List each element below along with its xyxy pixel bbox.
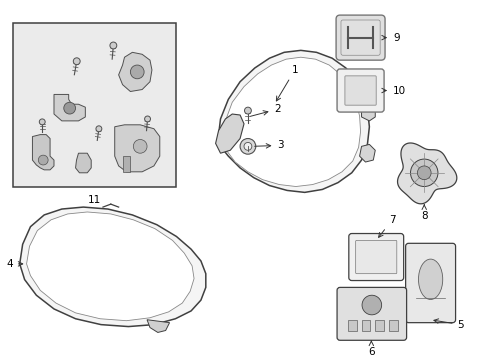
Ellipse shape (418, 259, 442, 300)
FancyBboxPatch shape (336, 287, 406, 340)
Text: 2: 2 (250, 104, 281, 116)
Polygon shape (359, 144, 374, 162)
Circle shape (39, 119, 45, 125)
Text: 6: 6 (367, 341, 374, 357)
Text: 10: 10 (381, 86, 405, 95)
Bar (361, 320, 369, 332)
Polygon shape (122, 156, 130, 172)
Polygon shape (115, 125, 160, 172)
Circle shape (63, 102, 75, 114)
Text: 3: 3 (254, 140, 284, 150)
Circle shape (133, 139, 147, 153)
Circle shape (417, 166, 430, 180)
Circle shape (96, 126, 102, 132)
Bar (374, 320, 383, 332)
Bar (347, 320, 356, 332)
Polygon shape (147, 320, 169, 332)
FancyBboxPatch shape (355, 240, 396, 274)
Polygon shape (217, 50, 368, 192)
Circle shape (73, 58, 80, 65)
Polygon shape (119, 52, 152, 91)
Circle shape (130, 65, 144, 79)
Polygon shape (397, 143, 456, 204)
FancyBboxPatch shape (13, 23, 176, 188)
Bar (388, 320, 397, 332)
Circle shape (110, 42, 117, 49)
Text: 7: 7 (378, 215, 395, 237)
Polygon shape (26, 212, 194, 321)
Polygon shape (361, 104, 374, 121)
Text: 4: 4 (6, 259, 22, 269)
Text: 1: 1 (276, 65, 298, 101)
FancyBboxPatch shape (405, 243, 455, 323)
FancyBboxPatch shape (348, 234, 403, 280)
FancyBboxPatch shape (344, 76, 375, 105)
Circle shape (361, 295, 381, 315)
Circle shape (244, 143, 251, 150)
Text: 5: 5 (433, 319, 463, 330)
Polygon shape (20, 207, 205, 327)
Polygon shape (32, 135, 54, 170)
Text: 9: 9 (381, 33, 399, 42)
FancyBboxPatch shape (336, 69, 383, 112)
Text: 8: 8 (420, 205, 427, 221)
FancyBboxPatch shape (335, 15, 384, 60)
Polygon shape (222, 57, 360, 186)
Polygon shape (54, 94, 85, 121)
Circle shape (410, 159, 437, 186)
Circle shape (38, 155, 48, 165)
Text: 11: 11 (87, 195, 101, 205)
Circle shape (240, 139, 255, 154)
Polygon shape (215, 114, 244, 153)
Circle shape (144, 116, 150, 122)
Circle shape (244, 107, 251, 114)
Polygon shape (75, 153, 91, 173)
